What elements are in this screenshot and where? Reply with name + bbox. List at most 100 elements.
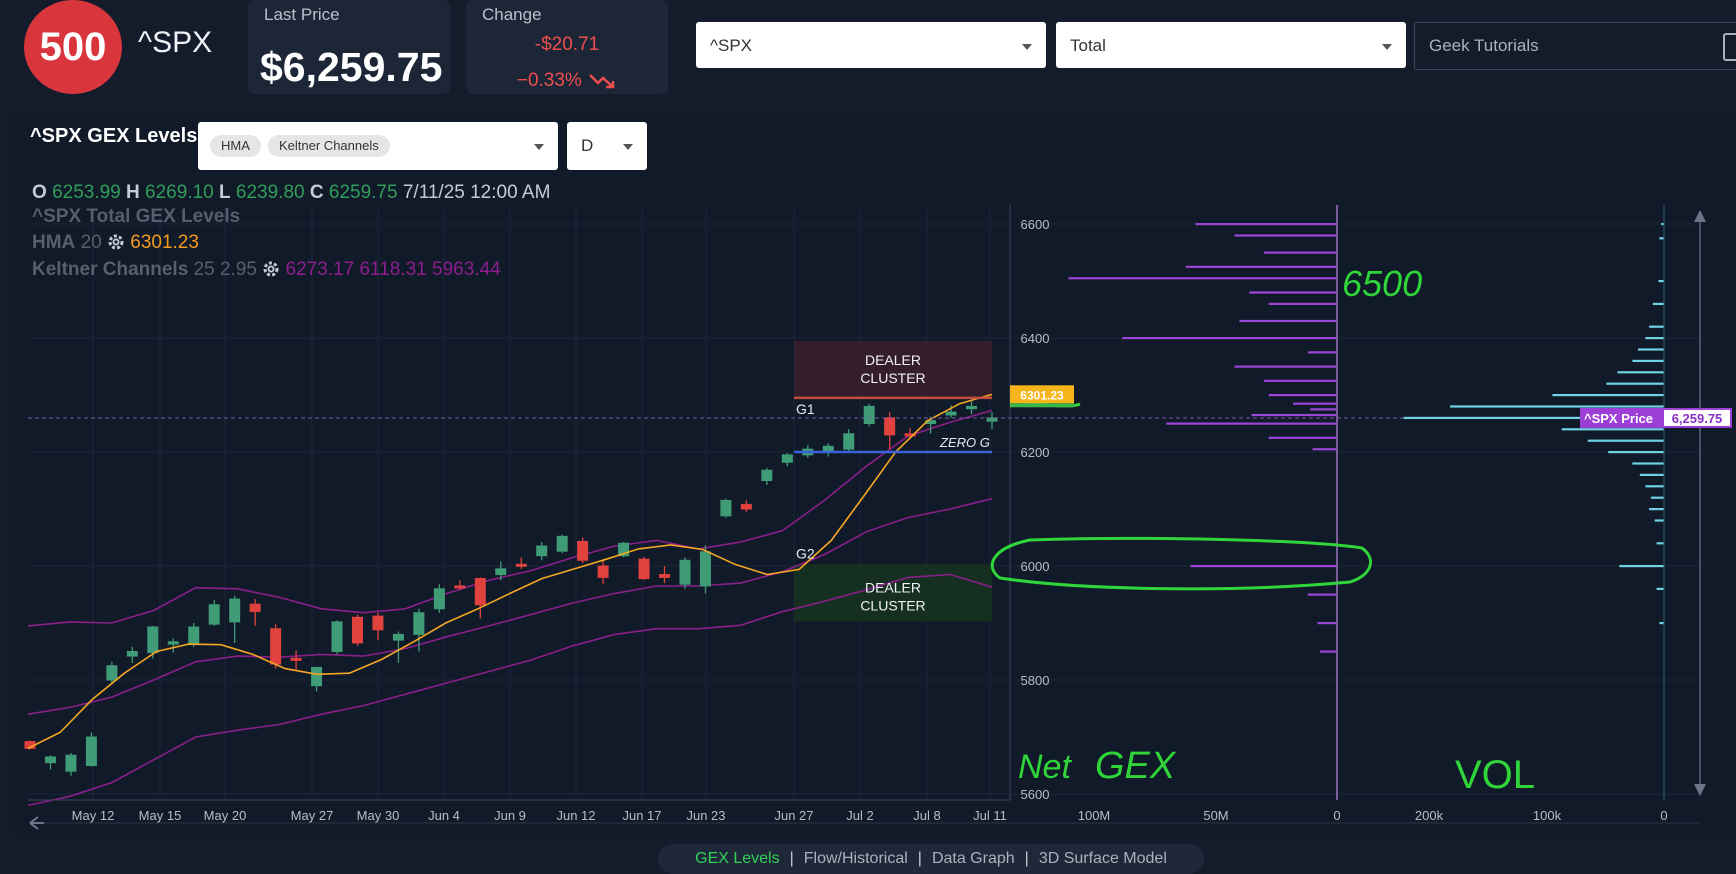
bar-date: 7/11/25 12:00 AM — [402, 182, 551, 203]
symbol-select-value: ^SPX — [710, 36, 752, 55]
candle-body — [392, 633, 404, 641]
hma-name: HMA — [32, 232, 76, 253]
symbol-select[interactable]: ^SPX — [696, 22, 1046, 68]
g2-label: G2 — [796, 545, 815, 561]
gex-bar — [1317, 622, 1337, 625]
volume-bar — [1661, 223, 1664, 226]
gex-bar — [1251, 413, 1337, 417]
x-tick-label: Jun 12 — [556, 808, 595, 823]
candle-body — [65, 754, 77, 772]
x-tick-label: Jul 11 — [973, 808, 1007, 823]
gex-bar — [1122, 337, 1337, 340]
candle-body — [740, 503, 752, 510]
candle-body — [290, 657, 302, 661]
volume-bar — [1656, 587, 1664, 590]
volume-bar — [1654, 519, 1664, 522]
hma-price-tag — [1010, 385, 1074, 404]
period-select[interactable]: D — [567, 122, 647, 170]
x-tick-label: May 27 — [291, 808, 334, 823]
candle-body — [188, 626, 200, 646]
volume-bar — [1606, 382, 1664, 385]
tab-flow-historical[interactable]: Flow/Historical — [803, 850, 908, 867]
indicator-chip-keltner[interactable]: Keltner Channels — [268, 135, 390, 157]
change-card: Change -$20.71 −0.33% — [466, 0, 668, 94]
candle-body — [208, 604, 220, 625]
low-value: 6239.80 — [235, 182, 305, 203]
volume-bar — [1649, 325, 1664, 328]
candle-body — [986, 417, 998, 422]
volume-bar — [1659, 237, 1664, 240]
candle-body — [904, 433, 916, 437]
y-tick-label: 6000 — [1021, 559, 1050, 574]
annotation-6500: 6500 — [1342, 263, 1422, 304]
chevron-down-icon — [623, 144, 633, 150]
arrow-down-icon — [1694, 784, 1706, 796]
gex-bar — [1234, 234, 1337, 237]
candle-body — [270, 628, 282, 665]
chevron-down-icon — [1382, 44, 1392, 50]
volume-bar — [1658, 280, 1664, 283]
tab-data-graph[interactable]: Data Graph — [931, 850, 1015, 867]
gex-bar — [1195, 223, 1337, 226]
candle-body — [536, 545, 548, 557]
last-price-card: Last Price $6,259.75 — [248, 0, 450, 94]
close-value: 6259.75 — [328, 182, 398, 203]
gex-bar — [1263, 251, 1337, 254]
calculator-icon[interactable] — [1723, 33, 1736, 61]
keltner-middle-line — [27, 497, 993, 715]
candle-body — [147, 626, 159, 654]
x-tick-label: May 20 — [204, 808, 247, 823]
symbol-title: ^SPX — [138, 26, 213, 59]
candle-body — [44, 756, 56, 764]
change-absolute: -$20.71 — [534, 34, 600, 55]
gear-icon[interactable] — [262, 260, 280, 278]
hma-params: 20 — [80, 232, 102, 253]
tab-gex-levels[interactable]: GEX Levels — [695, 850, 780, 867]
candle-body — [454, 585, 466, 589]
tab-3d-surface-model[interactable]: 3D Surface Model — [1038, 850, 1167, 867]
last-price-value: $6,259.75 — [260, 44, 443, 90]
gex-bar — [1239, 319, 1337, 323]
indicator-select[interactable]: HMA Keltner Channels — [198, 122, 558, 170]
legend-hma: HMA 20 6301.23 — [32, 232, 199, 254]
indicator-chip-hma[interactable]: HMA — [210, 135, 261, 157]
gex-type-select-value: Total — [1070, 36, 1106, 55]
candle-body — [106, 665, 118, 681]
view-tabs: GEX Levels | Flow/Historical | Data Grap… — [658, 844, 1204, 874]
arrow-up-icon — [1694, 210, 1706, 222]
gex-bar — [1310, 408, 1337, 411]
panel-title: ^SPX GEX Levels — [30, 125, 198, 147]
volume-bar — [1645, 485, 1664, 488]
trending-down-icon — [589, 74, 615, 89]
candle-body — [556, 535, 568, 552]
candle-body — [433, 588, 445, 610]
open-value: 6253.99 — [52, 182, 121, 203]
x-tick-label: May 12 — [72, 808, 115, 823]
gex-bar — [1312, 448, 1337, 451]
volume-bar — [1632, 462, 1664, 465]
candle-body — [85, 736, 97, 766]
volume-bar — [1645, 337, 1664, 340]
legend-gex-text: ^SPX Total GEX Levels — [32, 206, 241, 227]
change-percent: −0.33% — [516, 70, 582, 91]
vol-axis-label: 100k — [1533, 808, 1562, 823]
gex-bar — [1307, 593, 1337, 596]
volume-bar — [1561, 428, 1664, 431]
gex-type-select[interactable]: Total — [1056, 22, 1406, 68]
low-label: L — [219, 182, 231, 203]
gex-bar — [1268, 394, 1337, 397]
dealer-cluster-upper-label-2: CLUSTER — [860, 370, 925, 386]
dealer-cluster-upper-label-1: DEALER — [865, 352, 921, 368]
price-tag-label: ^SPX Price — [1584, 411, 1653, 426]
tutorials-select[interactable]: Geek Tutorials — [1414, 22, 1736, 70]
gear-icon[interactable] — [107, 233, 125, 251]
candle-body — [351, 616, 363, 644]
candle-body — [515, 563, 527, 567]
x-tick-label: Jul 8 — [913, 808, 940, 823]
y-tick-label: 6200 — [1021, 445, 1050, 460]
hma-tag-accent — [1010, 403, 1074, 408]
gex-bar — [1166, 422, 1337, 425]
gex-bar — [1307, 351, 1337, 354]
x-tick-label: Jul 2 — [846, 808, 873, 823]
